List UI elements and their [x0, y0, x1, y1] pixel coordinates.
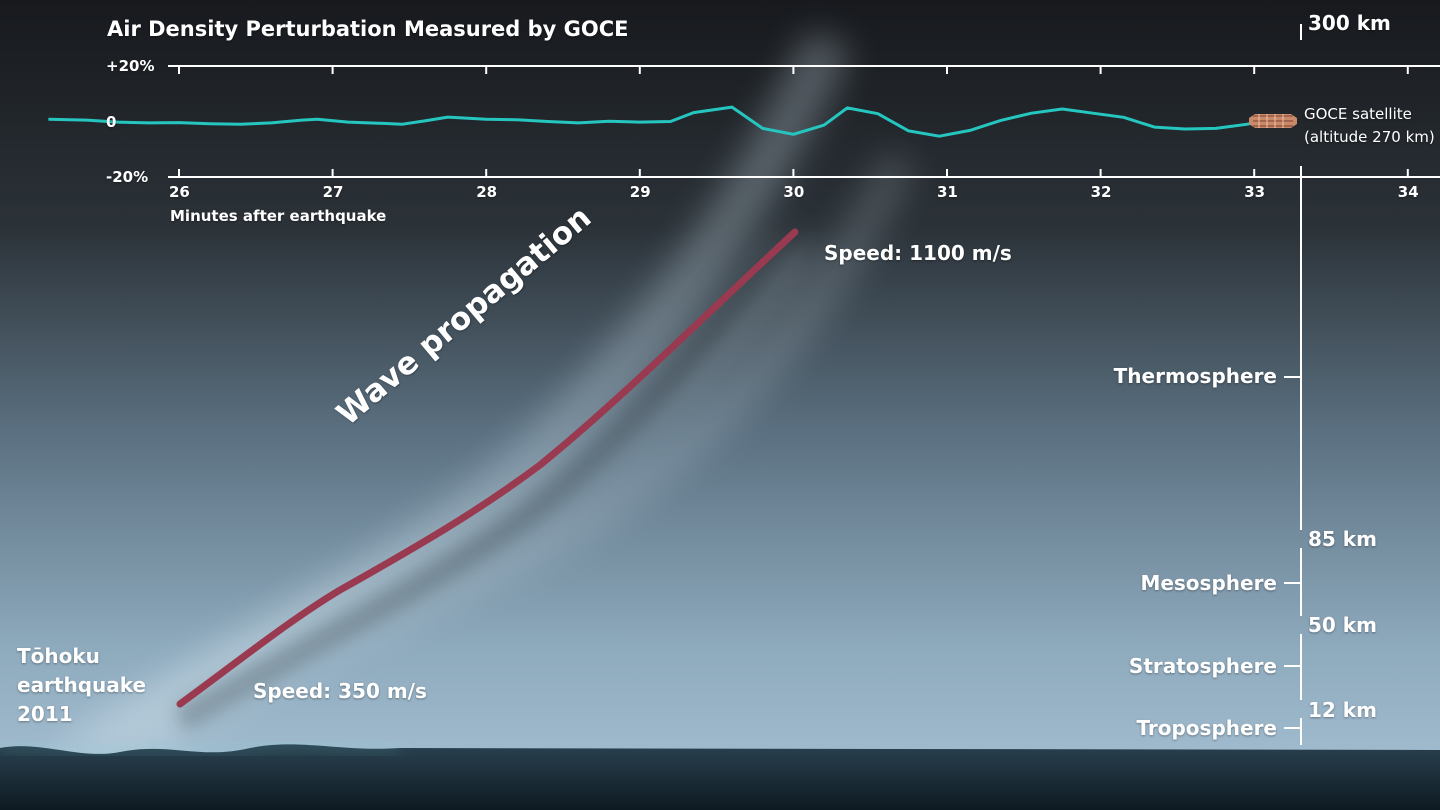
y-tick-label-zero: 0 — [106, 113, 117, 131]
x-tick-label-33: 33 — [1244, 183, 1266, 201]
satellite-label: GOCE satellite (altitude 270 km) — [1304, 103, 1435, 149]
ground-glow — [0, 742, 401, 756]
x-tick-label-27: 27 — [322, 183, 344, 201]
y-tick-label-top: +20% — [106, 57, 155, 75]
x-tick-marks — [178, 66, 1409, 177]
layer-mesosphere: Mesosphere — [1140, 571, 1277, 595]
x-axis-label: Minutes after earthquake — [170, 207, 387, 225]
wave-propagation-path — [176, 228, 799, 708]
altitude-axis — [1284, 24, 1302, 745]
chart-axes — [168, 65, 1440, 178]
altitude-12km: 12 km — [1308, 698, 1377, 722]
earthquake-label-line-3: 2011 — [17, 702, 73, 726]
earthquake-label-line-2: earthquake — [17, 673, 147, 697]
altitude-50km: 50 km — [1308, 613, 1377, 637]
x-tick-label-29: 29 — [629, 183, 651, 201]
chart-title: Air Density Perturbation Measured by GOC… — [107, 17, 629, 41]
satellite-label-line-2: (altitude 270 km) — [1304, 128, 1435, 146]
layer-thermosphere: Thermosphere — [1113, 364, 1277, 388]
y-tick-label-bottom: -20% — [106, 168, 149, 186]
x-tick-label-26: 26 — [169, 183, 190, 201]
earthquake-label-line-1: Tōhoku — [17, 644, 100, 668]
speed-label-bottom: Speed: 350 m/s — [253, 679, 427, 703]
altitude-85km: 85 km — [1308, 527, 1377, 551]
x-tick-label-30: 30 — [783, 183, 805, 201]
altitude-300km: 300 km — [1308, 11, 1391, 35]
layer-stratosphere: Stratosphere — [1128, 654, 1277, 678]
x-tick-label-28: 28 — [476, 183, 498, 201]
ground — [0, 744, 1440, 810]
earthquake-label: Tōhoku earthquake 2011 — [17, 642, 146, 729]
x-tick-label-32: 32 — [1090, 183, 1112, 201]
satellite-label-line-1: GOCE satellite — [1304, 105, 1412, 123]
x-tick-label-34: 34 — [1397, 183, 1419, 201]
goce-satellite-icon — [1249, 114, 1297, 128]
layer-troposphere: Troposphere — [1136, 716, 1277, 740]
density-series-line — [48, 105, 1255, 138]
x-tick-label-31: 31 — [937, 183, 958, 201]
speed-label-top: Speed: 1100 m/s — [824, 241, 1012, 265]
